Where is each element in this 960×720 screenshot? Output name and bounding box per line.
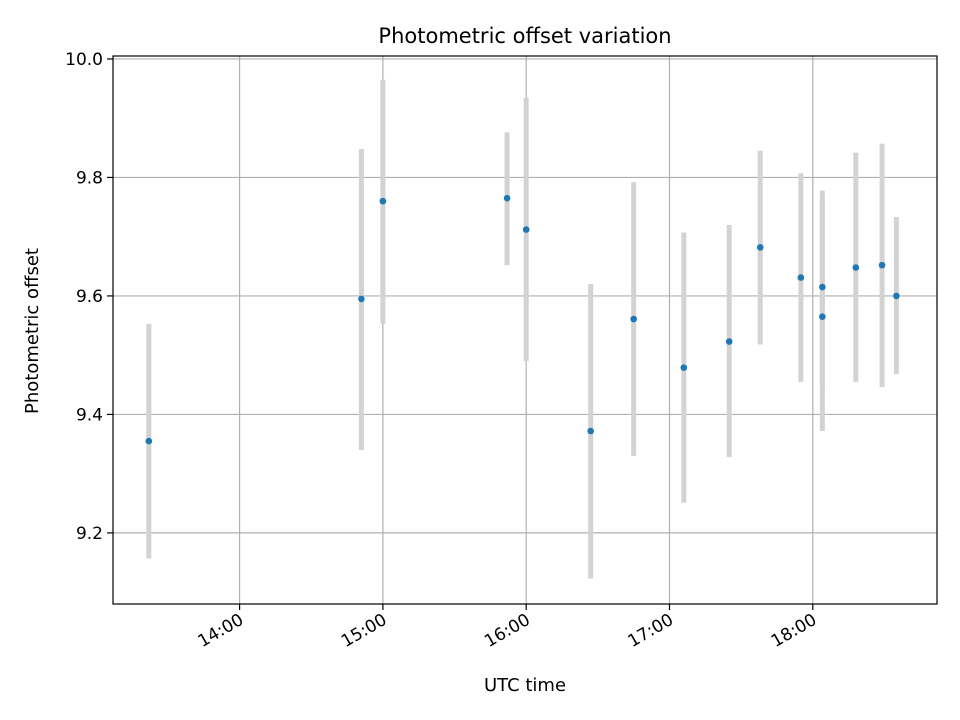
chart-title: Photometric offset variation bbox=[378, 24, 671, 48]
plot-frame bbox=[112, 55, 938, 605]
data-point bbox=[725, 338, 733, 345]
x-axis-label: UTC time bbox=[484, 675, 566, 696]
y-tick-label: 9.6 bbox=[76, 287, 103, 307]
data-point bbox=[522, 226, 530, 233]
y-tick-label: 9.8 bbox=[76, 168, 103, 188]
data-point bbox=[587, 427, 594, 435]
data-point bbox=[503, 194, 511, 202]
data-point bbox=[630, 315, 637, 323]
data-point bbox=[145, 437, 153, 445]
data-point bbox=[680, 364, 688, 371]
data-point bbox=[893, 292, 900, 300]
data-point bbox=[819, 313, 826, 320]
data-point bbox=[797, 274, 805, 281]
data-point bbox=[878, 261, 886, 269]
y-tick-label: 9.2 bbox=[76, 524, 103, 544]
y-axis-ticks: 9.2 9.4 9.6 9.8 10.0 bbox=[65, 50, 113, 544]
data-point bbox=[358, 295, 365, 303]
data-point bbox=[819, 283, 826, 291]
data-points bbox=[145, 194, 900, 445]
data-point bbox=[379, 197, 387, 205]
y-tick-label: 9.4 bbox=[76, 405, 103, 425]
data-point bbox=[756, 244, 764, 251]
data-point bbox=[852, 264, 860, 271]
y-tick-label: 10.0 bbox=[65, 50, 103, 70]
y-axis-label: Photometric offset bbox=[22, 248, 43, 414]
